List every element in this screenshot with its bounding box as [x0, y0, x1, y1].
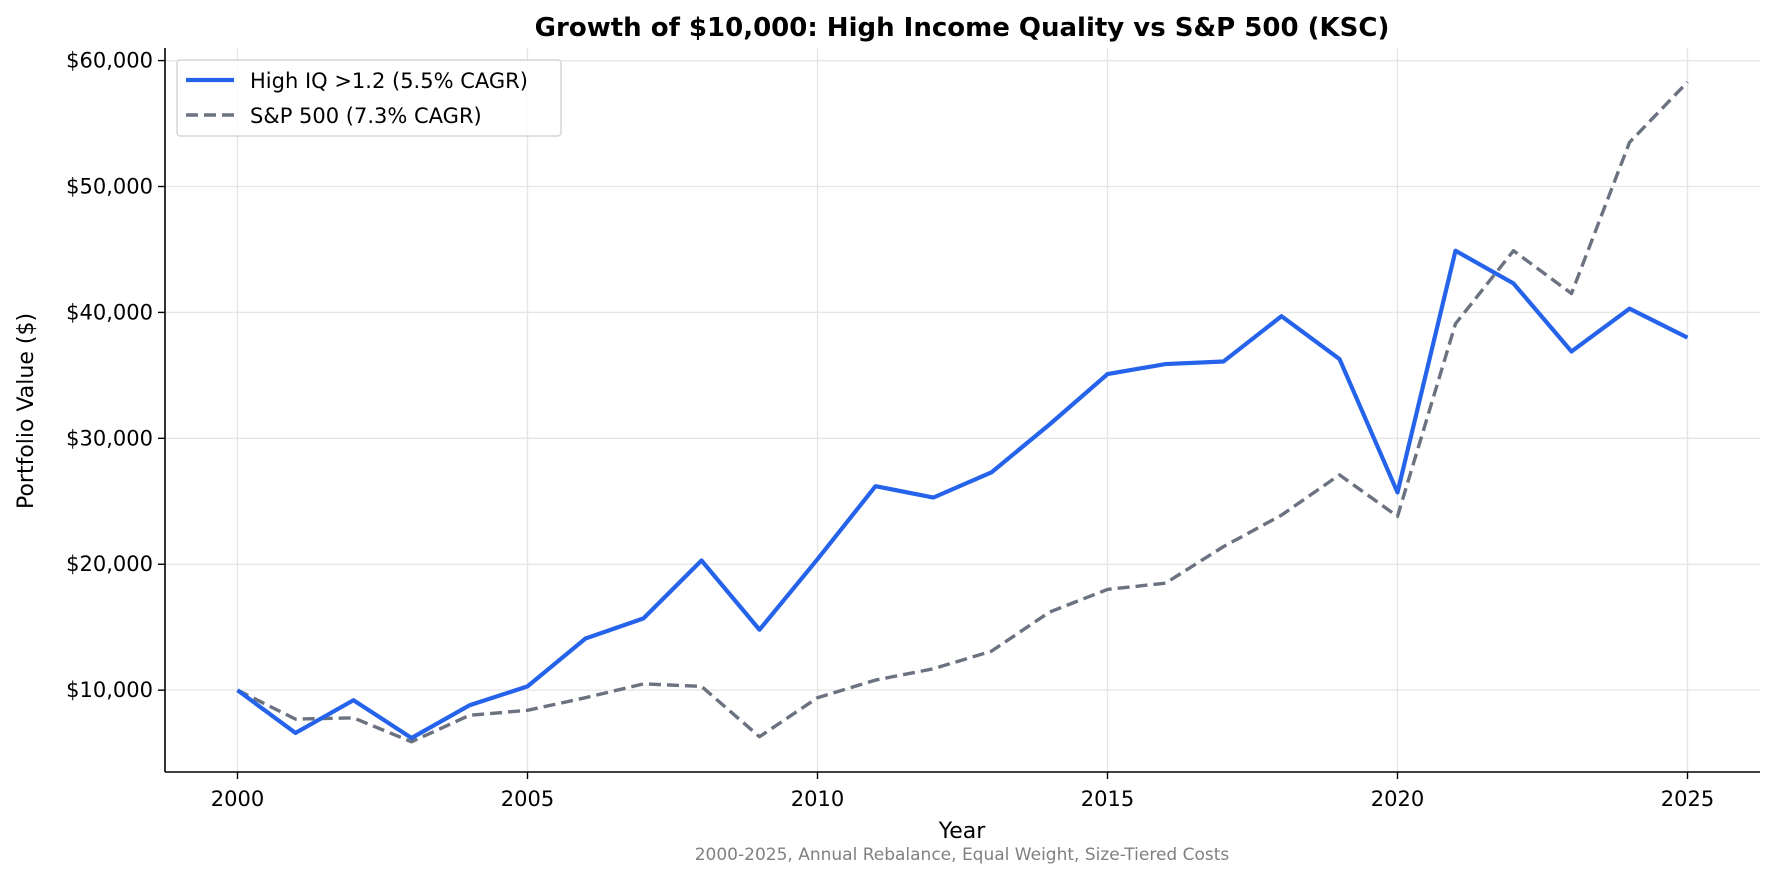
chart-title: Growth of $10,000: High Income Quality v…: [535, 13, 1390, 43]
x-axis-title: Year: [938, 819, 987, 844]
y-tick-label: $40,000: [66, 300, 153, 324]
legend-label-1: High IQ >1.2 (5.5% CAGR): [250, 69, 528, 93]
legend-box: [176, 59, 562, 137]
x-tick-label: 2020: [1371, 787, 1424, 811]
y-tick-label: $10,000: [66, 678, 153, 702]
series-line-2: [236, 80, 1689, 744]
grid-layer: [165, 48, 1760, 772]
axes-layer: [164, 48, 1760, 773]
y-tick-label: $60,000: [66, 49, 153, 73]
y-tick-label: $20,000: [66, 552, 153, 576]
legend: High IQ >1.2 (5.5% CAGR) S&P 500 (7.3% CA…: [176, 59, 562, 137]
series-line-1: [236, 248, 1689, 741]
x-tick-label: 2025: [1661, 787, 1714, 811]
y-axis-title: Portfolio Value ($): [14, 313, 39, 509]
y-tick-label: $50,000: [66, 175, 153, 199]
series-layer: [236, 80, 1689, 744]
x-tick-label: 2005: [501, 787, 554, 811]
ticks-layer: 2000 2005 2010 2015 2020 2025 $10,000 $20,000 $3…: [66, 49, 1714, 811]
y-tick-label: $30,000: [66, 426, 153, 450]
legend-items: High IQ >1.2 (5.5% CAGR) S&P 500 (7.3% CA…: [186, 69, 528, 128]
x-tick-label: 2010: [791, 787, 844, 811]
x-tick-label: 2015: [1081, 787, 1134, 811]
legend-label-2: S&P 500 (7.3% CAGR): [250, 104, 482, 128]
x-tick-label: 2000: [211, 787, 264, 811]
chart-subtitle: 2000-2025, Annual Rebalance, Equal Weigh…: [695, 845, 1230, 865]
